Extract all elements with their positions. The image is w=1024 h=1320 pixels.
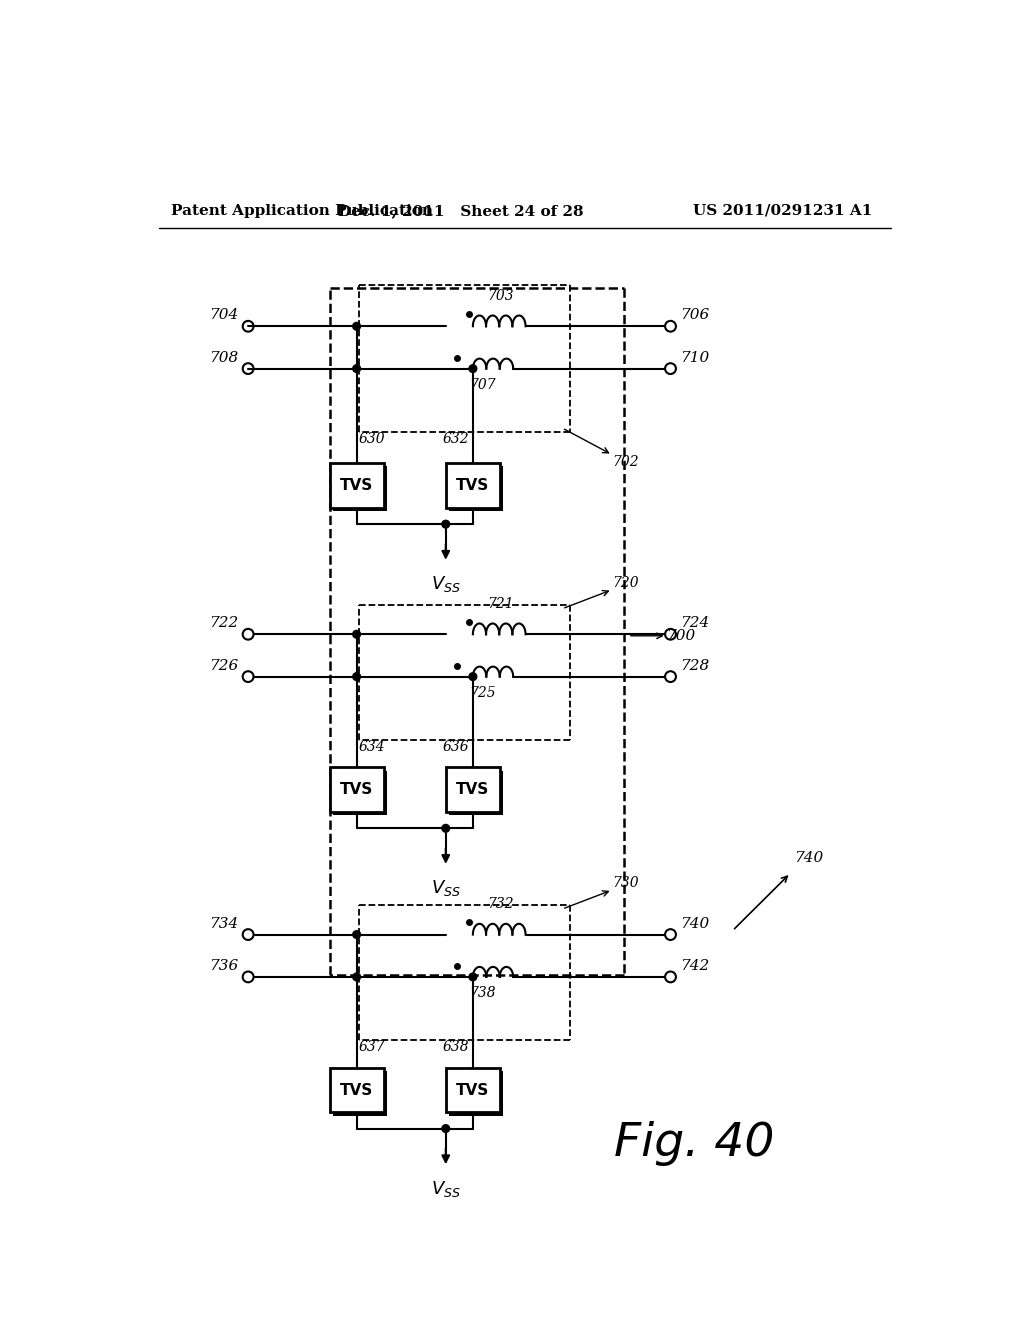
Text: 738: 738 bbox=[469, 986, 496, 1001]
Text: TVS: TVS bbox=[457, 1082, 489, 1098]
Text: 703: 703 bbox=[486, 289, 513, 304]
Text: 720: 720 bbox=[612, 576, 639, 590]
Text: US 2011/0291231 A1: US 2011/0291231 A1 bbox=[692, 203, 872, 218]
Text: 724: 724 bbox=[680, 616, 709, 631]
Text: Patent Application Publication: Patent Application Publication bbox=[171, 203, 432, 218]
Bar bbox=[449, 1071, 503, 1115]
Text: 740: 740 bbox=[680, 916, 709, 931]
Text: 726: 726 bbox=[210, 659, 239, 673]
Bar bbox=[445, 1068, 500, 1113]
Bar bbox=[333, 1071, 387, 1115]
Text: 637: 637 bbox=[359, 1040, 386, 1055]
Circle shape bbox=[442, 520, 450, 528]
Text: 707: 707 bbox=[469, 378, 496, 392]
Text: TVS: TVS bbox=[340, 783, 374, 797]
Text: 730: 730 bbox=[612, 876, 639, 890]
Text: TVS: TVS bbox=[340, 1082, 374, 1098]
Text: Fig. 40: Fig. 40 bbox=[613, 1122, 774, 1167]
Text: 732: 732 bbox=[486, 898, 513, 911]
Circle shape bbox=[352, 322, 360, 330]
Text: 704: 704 bbox=[210, 309, 239, 322]
Bar bbox=[333, 771, 387, 816]
Circle shape bbox=[442, 825, 450, 832]
Circle shape bbox=[352, 931, 360, 939]
Text: $V_{SS}$: $V_{SS}$ bbox=[431, 878, 461, 899]
Text: 740: 740 bbox=[795, 851, 823, 866]
Text: 636: 636 bbox=[442, 739, 469, 754]
Text: 708: 708 bbox=[210, 351, 239, 364]
Text: 632: 632 bbox=[442, 432, 469, 446]
Circle shape bbox=[469, 673, 477, 681]
Text: 728: 728 bbox=[680, 659, 709, 673]
Bar bbox=[449, 466, 503, 511]
Text: 725: 725 bbox=[469, 686, 496, 700]
Text: 742: 742 bbox=[680, 960, 709, 973]
Text: TVS: TVS bbox=[340, 478, 374, 494]
Text: 736: 736 bbox=[210, 960, 239, 973]
Text: $V_{SS}$: $V_{SS}$ bbox=[431, 1179, 461, 1199]
Text: 734: 734 bbox=[210, 916, 239, 931]
Bar bbox=[330, 463, 384, 508]
Circle shape bbox=[352, 364, 360, 372]
Text: Dec. 1, 2011   Sheet 24 of 28: Dec. 1, 2011 Sheet 24 of 28 bbox=[339, 203, 584, 218]
Text: 630: 630 bbox=[359, 432, 386, 446]
Bar bbox=[445, 767, 500, 812]
Circle shape bbox=[469, 364, 477, 372]
Text: $V_{SS}$: $V_{SS}$ bbox=[431, 574, 461, 594]
Text: 702: 702 bbox=[612, 455, 639, 469]
Text: 700: 700 bbox=[667, 628, 696, 643]
Circle shape bbox=[442, 1125, 450, 1133]
Text: 721: 721 bbox=[486, 597, 513, 611]
Text: 706: 706 bbox=[680, 309, 709, 322]
Circle shape bbox=[352, 973, 360, 981]
Bar bbox=[449, 771, 503, 816]
Text: TVS: TVS bbox=[457, 478, 489, 494]
Circle shape bbox=[352, 673, 360, 681]
Circle shape bbox=[352, 631, 360, 638]
Text: 634: 634 bbox=[359, 739, 386, 754]
Bar bbox=[330, 767, 384, 812]
Bar bbox=[333, 466, 387, 511]
Circle shape bbox=[469, 973, 477, 981]
Text: TVS: TVS bbox=[457, 783, 489, 797]
Text: 638: 638 bbox=[442, 1040, 469, 1055]
Text: 710: 710 bbox=[680, 351, 709, 364]
Bar bbox=[330, 1068, 384, 1113]
Text: 722: 722 bbox=[210, 616, 239, 631]
Bar bbox=[445, 463, 500, 508]
